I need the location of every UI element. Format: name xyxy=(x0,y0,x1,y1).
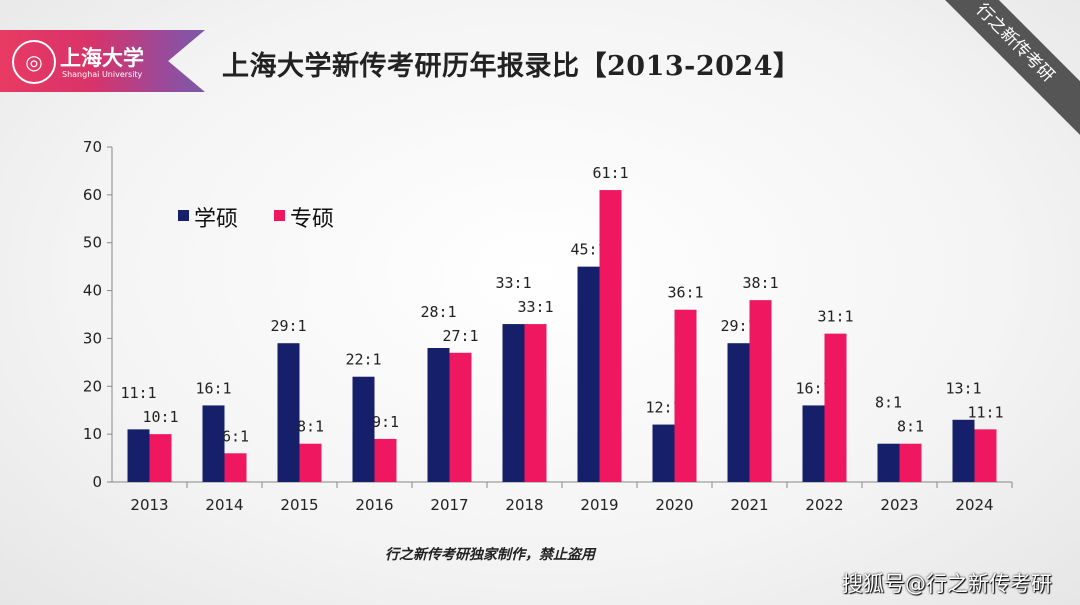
bar-zhuanshuo xyxy=(974,429,997,482)
data-label: 45:1 xyxy=(570,241,606,259)
legend-swatch xyxy=(178,210,189,221)
bar-xueshuo xyxy=(202,405,225,482)
x-tick-label: 2020 xyxy=(655,496,693,514)
bar-zhuanshuo xyxy=(449,352,472,482)
data-label: 11:1 xyxy=(120,384,156,402)
data-label: 29:1 xyxy=(720,317,756,335)
data-label: 12:1 xyxy=(645,399,681,417)
x-tick-label: 2018 xyxy=(505,496,543,514)
bar-zhuanshuo xyxy=(824,333,847,482)
data-label: 27:1 xyxy=(442,327,478,345)
bar-xueshuo xyxy=(802,405,825,482)
data-label: 16:1 xyxy=(195,379,231,397)
data-label: 61:1 xyxy=(592,164,628,182)
bar-zhuanshuo xyxy=(599,190,622,483)
bar-zhuanshuo xyxy=(524,324,547,482)
x-tick-label: 2017 xyxy=(430,496,468,514)
bar-zhuanshuo xyxy=(899,443,922,482)
y-tick-label: 0 xyxy=(92,473,102,491)
x-tick-label: 2024 xyxy=(955,496,993,514)
bar-xueshuo xyxy=(877,443,900,482)
data-label: 11:1 xyxy=(967,403,1003,421)
data-label: 8:1 xyxy=(297,418,324,436)
data-label: 6:1 xyxy=(222,427,249,445)
data-label: 33:1 xyxy=(495,274,531,292)
x-tick-label: 2021 xyxy=(730,496,768,514)
x-tick-label: 2015 xyxy=(280,496,318,514)
logo-text: 上海大学 xyxy=(60,45,144,70)
x-tick-label: 2022 xyxy=(805,496,843,514)
x-tick-label: 2013 xyxy=(130,496,168,514)
bar-zhuanshuo xyxy=(374,438,397,482)
data-label: 31:1 xyxy=(817,308,853,326)
y-tick-label: 50 xyxy=(83,234,102,252)
y-tick-label: 40 xyxy=(83,282,102,300)
university-seal-icon: ◎ xyxy=(12,40,56,84)
bar-zhuanshuo xyxy=(674,309,697,482)
bar-xueshuo xyxy=(952,419,975,482)
y-tick-label: 10 xyxy=(83,425,102,443)
bar-xueshuo xyxy=(427,348,450,482)
data-label: 8:1 xyxy=(875,394,902,412)
data-label: 28:1 xyxy=(420,303,456,321)
legend-label: 专硕 xyxy=(290,207,334,232)
x-tick-label: 2023 xyxy=(880,496,918,514)
data-label: 10:1 xyxy=(142,408,178,426)
x-tick-label: 2016 xyxy=(355,496,393,514)
bar-xueshuo xyxy=(127,429,150,482)
x-tick-label: 2019 xyxy=(580,496,618,514)
x-tick-label: 2014 xyxy=(205,496,243,514)
source-watermark: 搜狐号@行之新传考研 xyxy=(842,572,1052,596)
bar-xueshuo xyxy=(727,343,750,482)
page-title: 上海大学新传考研历年报录比【2013-2024】 xyxy=(222,51,801,82)
legend-label: 学硕 xyxy=(194,207,238,232)
data-label: 16:1 xyxy=(795,379,831,397)
data-label: 9:1 xyxy=(372,413,399,431)
copyright-note: 行之新传考研独家制作，禁止盗用 xyxy=(385,547,595,563)
data-label: 33:1 xyxy=(517,298,553,316)
bar-zhuanshuo xyxy=(749,300,772,482)
bar-zhuanshuo xyxy=(224,453,247,482)
bar-xueshuo xyxy=(502,324,525,482)
bar-zhuanshuo xyxy=(299,443,322,482)
y-tick-label: 20 xyxy=(83,377,102,395)
data-label: 22:1 xyxy=(345,351,381,369)
bar-xueshuo xyxy=(577,266,600,482)
bar-xueshuo xyxy=(277,343,300,482)
bar-xueshuo xyxy=(352,376,375,482)
bar-xueshuo xyxy=(652,424,675,482)
y-tick-label: 30 xyxy=(83,329,102,347)
y-tick-label: 60 xyxy=(83,186,102,204)
data-label: 13:1 xyxy=(945,379,981,397)
data-label: 38:1 xyxy=(742,274,778,292)
data-label: 36:1 xyxy=(667,284,703,302)
bar-zhuanshuo xyxy=(149,434,172,482)
data-label: 29:1 xyxy=(270,317,306,335)
data-label: 8:1 xyxy=(897,418,924,436)
logo-english: Shanghai University xyxy=(62,70,143,79)
y-tick-label: 70 xyxy=(83,138,102,156)
legend-swatch xyxy=(274,210,285,221)
